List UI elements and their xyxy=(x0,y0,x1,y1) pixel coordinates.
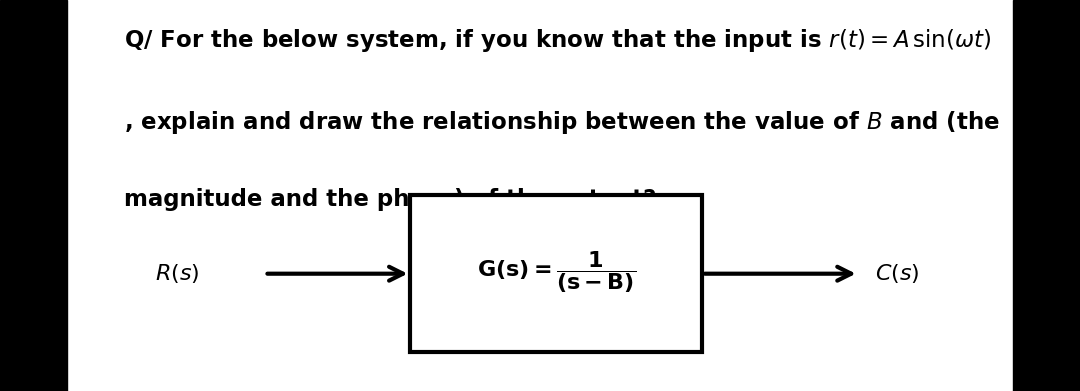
Text: magnitude and the phase) of the output?: magnitude and the phase) of the output? xyxy=(124,188,657,211)
Bar xyxy=(410,196,702,352)
Text: $\mathit{C(s)}$: $\mathit{C(s)}$ xyxy=(875,262,919,285)
Text: $\mathit{R(s)}$: $\mathit{R(s)}$ xyxy=(156,262,200,285)
Text: $\mathbf{G(s) = \dfrac{1}{(s - B)}}$: $\mathbf{G(s) = \dfrac{1}{(s - B)}}$ xyxy=(476,249,636,295)
Text: Q/ For the below system, if you know that the input is $r(t) = A\,\sin(\omega t): Q/ For the below system, if you know tha… xyxy=(124,27,991,54)
Text: , explain and draw the relationship between the value of $B$ and (the: , explain and draw the relationship betw… xyxy=(124,109,1000,136)
